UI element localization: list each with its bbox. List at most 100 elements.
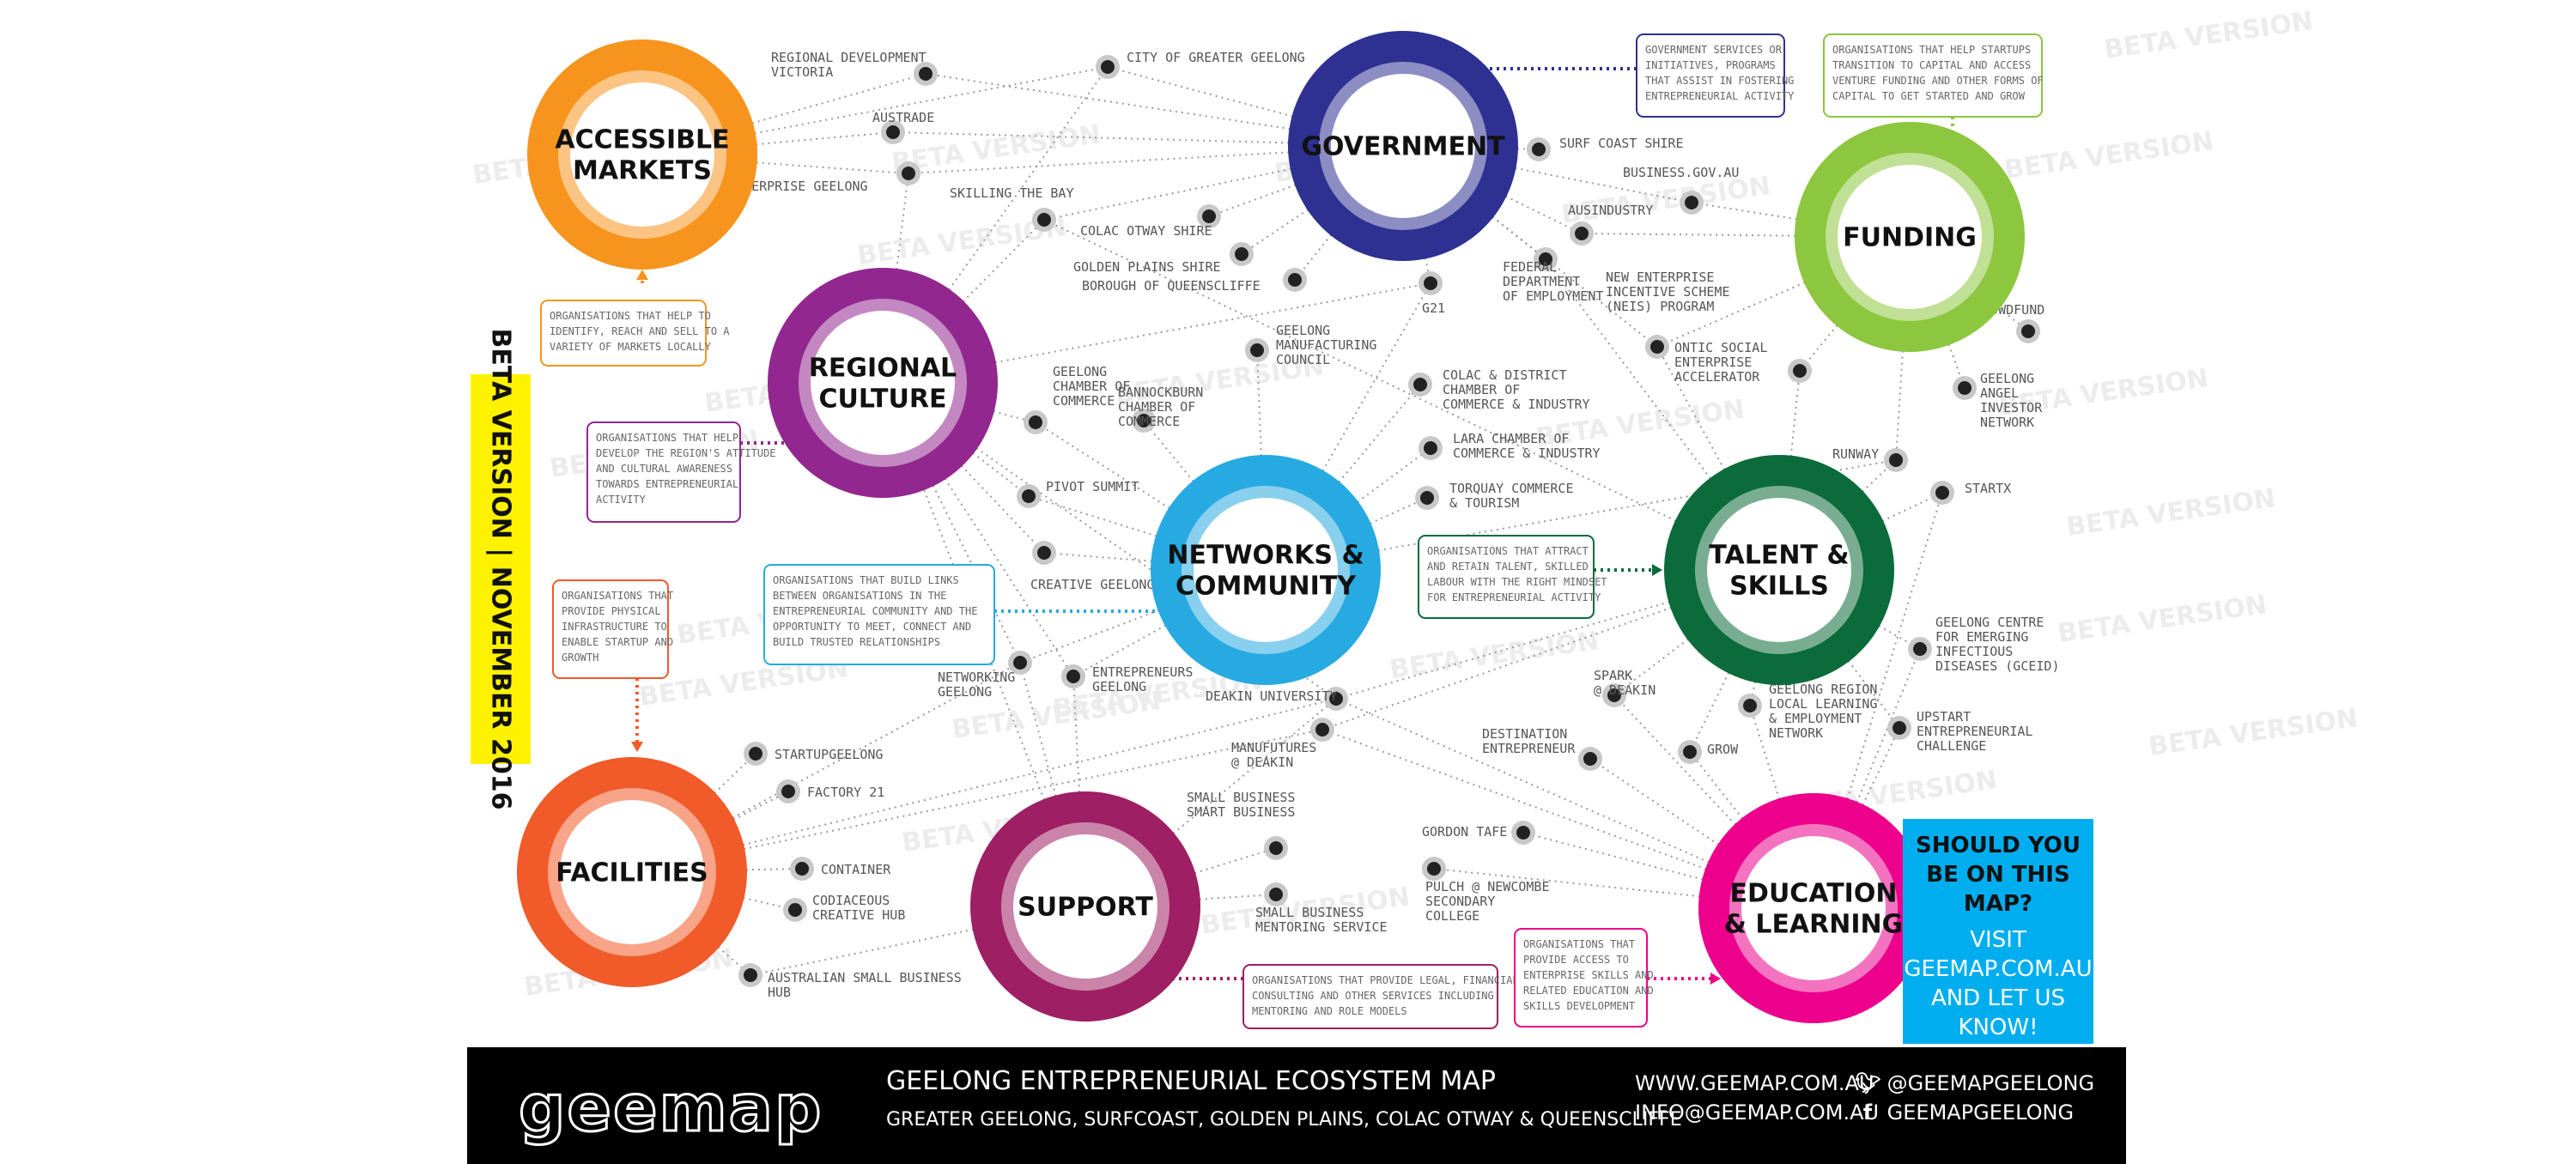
node-label: GORDON TAFE [1422, 824, 1507, 840]
node-gordon-tafe[interactable]: GORDON TAFE [1422, 821, 1535, 845]
hub-government[interactable]: GOVERNMENT [1288, 31, 1518, 261]
node-runway[interactable]: RUNWAY [1832, 446, 1908, 472]
note-line: ENABLE STARTUP AND [562, 636, 673, 648]
hub-funding[interactable]: FUNDING [1795, 122, 2025, 352]
node-ctrl-one[interactable]: CONTAINER [790, 857, 891, 881]
node-label: RUNWAY [1832, 446, 1879, 462]
twitter-link[interactable]: 🐦︎ @GEEMAPGEELONG [1855, 1071, 2094, 1095]
node-label: SMALL BUSINESS [1187, 790, 1295, 805]
node-inner-dot [795, 862, 809, 876]
node-startup-geelong[interactable]: STARTUPGEELONG [744, 742, 883, 766]
note-arrow-head-icon [636, 270, 648, 280]
connection-line [882, 282, 1431, 384]
node-label: CODIACEOUS [812, 893, 890, 908]
facebook-link[interactable]: f GEEMAPGEELONG [1855, 1100, 2074, 1125]
node-torquay-commerce-tourism[interactable]: TORQUAY COMMERCE& TOURISM [1415, 481, 1574, 511]
node-surf-coast-shire[interactable]: SURF COAST SHIRE [1527, 136, 1684, 161]
hub-inner-disc [1331, 74, 1475, 218]
node-grow[interactable]: GROW [1678, 740, 1739, 764]
note-border [1418, 535, 1595, 619]
node-startx[interactable]: STARTX [1930, 481, 2011, 505]
node-business-gov-au[interactable]: BUSINESS.GOV.AU [1623, 165, 1739, 215]
call-to-action-box[interactable]: SHOULD YOU BE ON THIS MAP? VISIT GEEMAP.… [1903, 819, 2093, 1044]
connection-line [882, 173, 909, 384]
hub-networks-community[interactable]: NETWORKS &COMMUNITY [1151, 455, 1381, 685]
node-label: NEW ENTERPRISE [1606, 270, 1714, 285]
website-link[interactable]: WWW.GEEMAP.COM.AU [1635, 1071, 1874, 1095]
node-label: INCENTIVE SCHEME [1606, 284, 1730, 300]
email-link[interactable]: INFO@GEEMAP.COM.AU [1635, 1100, 1880, 1125]
node-austrade[interactable]: AUSTRADE [872, 110, 934, 144]
hub-inner-disc [1013, 834, 1157, 979]
hub-education-learning[interactable]: EDUCATION& LEARNING [1698, 793, 1929, 1023]
node-inner-dot [1066, 670, 1080, 683]
node-ausindustry[interactable]: AUSINDUSTRY [1568, 203, 1653, 246]
hub-support[interactable]: SUPPORT [970, 791, 1200, 1022]
node-label: CREATIVE GEELONG [1030, 577, 1155, 592]
node-label: SKILLING THE BAY [950, 185, 1074, 201]
beta-version-band: BETA VERSION | NOVEMBER 2016 [471, 329, 531, 809]
note-border [1823, 33, 2043, 118]
node-label: COLAC OTWAY SHIRE [1080, 223, 1212, 239]
node-golden-plains-shire[interactable]: GOLDEN PLAINS SHIRE [1073, 242, 1254, 275]
node-deakin-university[interactable]: DEAKIN UNIVERSITY [1206, 687, 1348, 711]
node-city-of-greater-geelong[interactable]: CITY OF GREATER GEELONG [1096, 50, 1305, 79]
node-label: (NEIS) PROGRAM [1606, 299, 1714, 314]
node-creative-geelong[interactable]: CREATIVE GEELONG [1030, 541, 1155, 592]
node-label: GEELONG [1276, 323, 1330, 338]
note-line: ENTREPRENEURIAL ACTIVITY [1645, 90, 1795, 102]
twitter-bird-icon: 🐦︎ [1855, 1071, 1881, 1095]
node-label: CHALLENGE [1917, 738, 1986, 754]
node-pivot-summit[interactable]: PIVOT SUMMIT [1017, 479, 1139, 508]
connection-line [882, 382, 1074, 677]
node-g21[interactable]: G21 [1419, 271, 1445, 316]
node-label: FEDERAL [1503, 259, 1557, 275]
geemap-logo: geemap [517, 1069, 823, 1148]
node-label: SURF COAST SHIRE [1559, 136, 1684, 151]
hub-talent-skills[interactable]: TALENT &SKILLS [1664, 455, 1894, 685]
note-border [763, 564, 995, 665]
node-borough-of-queenscliffe[interactable]: BOROUGH OF QUEENSCLIFFE [1082, 268, 1307, 294]
node-spark-at-deakin[interactable]: SPARK@ DEAKIN [1594, 668, 1656, 707]
note-line: ORGANISATIONS THAT HELP STARTUPS [1832, 44, 2031, 56]
note-line: ORGANISATIONS THAT HELP [596, 432, 738, 444]
node-label: ENTREPRENEURS [1092, 664, 1193, 680]
node-colac-otway-shire[interactable]: COLAC OTWAY SHIRE [1080, 204, 1221, 239]
connection-line [1321, 569, 1780, 731]
education-description-note: ORGANISATIONS THAT PROVIDE ACCESS TO ENTER… [1514, 928, 1654, 1028]
cta-visit-text[interactable]: VISIT GEEMAP.COM.AU AND LET US KNOW! [1904, 927, 2093, 1040]
hub-facilities[interactable]: FACILITIES [517, 757, 747, 987]
node-inner-dot [1650, 340, 1664, 354]
node-enterprise-geelong[interactable]: ENTERPRISE GEELONG [728, 161, 920, 194]
funding-description-note: ORGANISATIONS THAT HELP STARTUPS TRANSITI… [1823, 33, 2044, 118]
node-label: SPARK [1594, 668, 1632, 683]
node-label: COMMERCE [1118, 414, 1180, 429]
node-manufutures[interactable]: MANUFUTURES@ DEAKIN [1231, 718, 1334, 770]
connection-line [1656, 236, 1911, 348]
node-skilling-the-bay[interactable]: SKILLING THE BAY [950, 185, 1074, 232]
node-factory-21[interactable]: FACTORY 21 [776, 779, 884, 803]
